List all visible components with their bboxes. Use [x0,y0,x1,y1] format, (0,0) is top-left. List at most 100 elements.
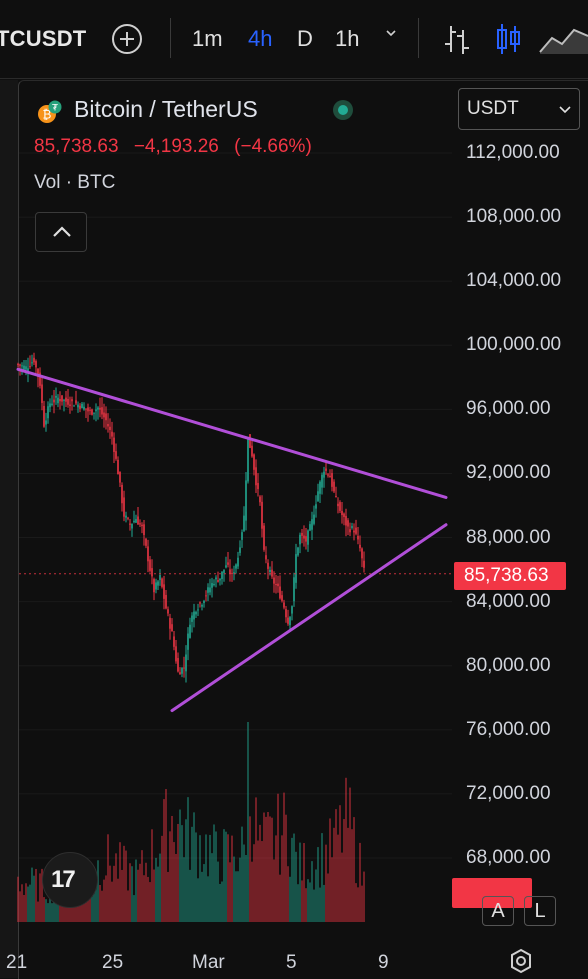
timeframe-d[interactable]: D [297,26,313,51]
volume-bar [245,854,247,922]
candle-body [101,407,103,415]
candle-body [85,408,87,410]
volume-tag [452,878,532,908]
volume-bar [239,857,241,922]
candle-style-icon[interactable] [494,22,524,56]
grid [19,152,452,859]
candle-body [39,372,41,386]
volume-bar [335,809,337,922]
area-style-icon[interactable] [538,22,588,56]
volume-bar [289,876,291,922]
candle-body [213,583,215,585]
volume-bar [301,880,303,922]
volume-bar [201,871,203,922]
candle-body [171,624,173,632]
candle-body [307,530,309,545]
candle-body [277,583,279,587]
candle-body [291,606,293,614]
candle-body [121,485,123,504]
candle-body [33,357,35,363]
collapse-legend-button[interactable] [35,212,87,252]
volume-bar [109,865,111,922]
volume-bar [347,827,349,922]
price-axis-label: 92,000.00 [466,462,551,484]
volume-bar [351,829,353,922]
volume-bar [173,842,175,922]
candle-body [275,584,277,586]
candle-body [205,595,207,597]
tradingview-logo[interactable]: 17 [42,852,98,908]
volume-bar [249,816,251,922]
candle-body [227,562,229,565]
volume-bar [163,799,165,922]
candle-body [279,586,281,599]
candle-body [103,412,105,418]
candle-body [249,434,251,448]
candle-body [19,364,21,366]
volume-bar [219,883,221,922]
candle-body [115,451,117,459]
candle-body [109,426,111,431]
currency-select[interactable]: USDT [458,88,580,130]
volume-bar [299,842,301,922]
candle-body [215,577,217,580]
timeframe-4h[interactable]: 4h [248,26,273,51]
candle-body [173,636,175,647]
candle-body [207,587,209,593]
volume-bar [263,812,265,922]
volume-bar [119,842,121,922]
candle-body [151,568,153,577]
volume-bar [47,903,49,922]
timeframe-1h[interactable]: 1h [335,26,360,51]
candle-body [209,587,211,593]
candle-body [73,405,75,407]
chart-pane[interactable] [18,80,588,979]
symbol-name[interactable]: TCUSDT [0,26,87,51]
candle-body [43,405,45,427]
chevron-up-icon [53,226,71,237]
candle-body [169,617,171,629]
volume-bar [183,857,185,922]
timeframe-1m[interactable]: 1m [192,26,223,51]
auto-scale-button[interactable]: A [482,896,514,926]
candle-body [199,602,201,604]
log-scale-button[interactable]: L [524,896,556,926]
settings-icon[interactable] [508,948,534,974]
candle-body [257,483,259,490]
candle-body [61,395,63,402]
volume-bar [143,875,145,922]
candle-body [47,406,49,419]
bar-style-icon[interactable] [442,22,472,56]
trendline-upper [16,367,448,499]
time-axis-label: 21 [6,952,28,973]
candle-body [89,409,91,411]
candle-body [83,406,85,410]
candle-body [193,611,195,620]
plus-circle-icon[interactable] [112,24,142,54]
candle-body [255,467,257,486]
chevron-down-icon[interactable] [386,28,396,38]
candle-body [229,569,231,574]
volume-bar [349,787,351,922]
candle-body [59,399,61,402]
candle-body [299,534,301,545]
volume-bar [31,867,33,922]
volume-bar [27,886,29,922]
candle-body [239,547,241,553]
candle-body [87,407,89,412]
volume-bar [151,829,153,922]
candle-body [31,362,33,364]
candle-body [251,445,253,457]
candle-body [315,504,317,509]
volume-bar [159,853,161,922]
candle-body [223,569,225,573]
candle-body [27,368,29,372]
volume-bar [217,861,219,922]
candle-body [197,609,199,611]
candle-body [359,544,361,549]
volume-bar [117,878,119,922]
price-axis-label: 88,000.00 [466,526,551,548]
volume-bar [363,871,365,922]
price-axis-label: 72,000.00 [466,782,551,804]
candle-body [97,407,99,410]
